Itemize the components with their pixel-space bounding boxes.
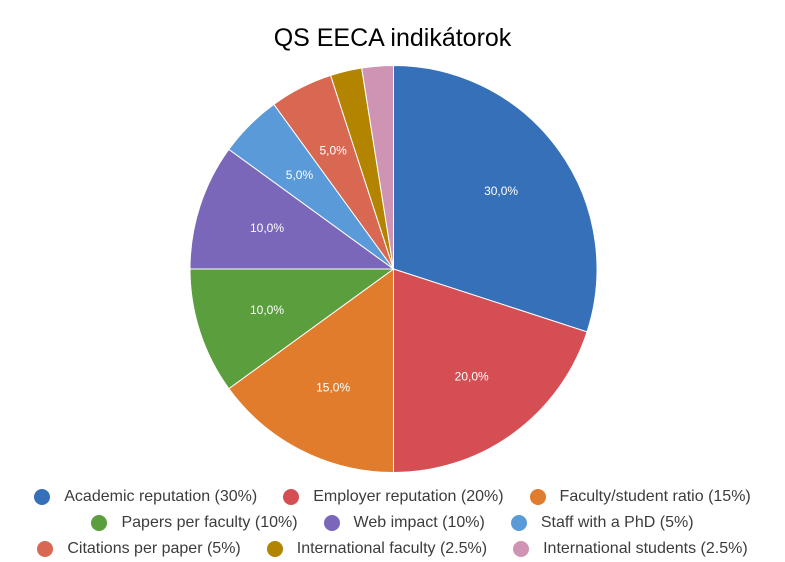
- legend-item-citations-per-paper: Citations per paper (5%): [37, 540, 241, 558]
- legend-row: Academic reputation (30%) Employer reputa…: [0, 484, 785, 510]
- legend-label: Papers per faculty (10%): [121, 514, 298, 531]
- legend-swatch-icon: [529, 489, 546, 505]
- chart-legend: Academic reputation (30%) Employer reputa…: [0, 484, 785, 562]
- slice-value-label: 30,0%: [484, 184, 518, 198]
- legend-item-faculty-student-ratio: Faculty/student ratio (15%): [529, 488, 751, 506]
- pie-chart: 30,0% 20,0% 15,0% 10,0% 10,0% 5,0% 5,0%: [189, 64, 598, 474]
- legend-label: Citations per paper (5%): [67, 540, 241, 557]
- legend-item-web-impact: Web impact (10%): [323, 514, 485, 532]
- legend-item-staff-with-a-phd: Staff with a PhD (5%): [510, 514, 694, 532]
- slice-value-label: 15,0%: [316, 381, 350, 395]
- legend-swatch-icon: [91, 515, 108, 531]
- legend-item-international-faculty: International faculty (2.5%): [266, 540, 488, 558]
- pie-slice-employer-reputation: [393, 268, 588, 474]
- legend-swatch-icon: [34, 489, 51, 505]
- legend-item-academic-reputation: Academic reputation (30%): [34, 488, 257, 506]
- legend-item-international-students: International students (2.5%): [513, 540, 748, 558]
- slice-value-label: 20,0%: [455, 370, 489, 384]
- legend-swatch-icon: [283, 489, 300, 505]
- pie-slice-international-students: [361, 64, 394, 270]
- legend-item-employer-reputation: Employer reputation (20%): [283, 488, 504, 506]
- slice-value-label: 10,0%: [250, 221, 284, 235]
- legend-row: Papers per faculty (10%) Web impact (10%)…: [0, 510, 785, 536]
- slice-value-label: 10,0%: [250, 303, 284, 317]
- legend-swatch-icon: [323, 515, 340, 531]
- slice-value-label: 5,0%: [319, 143, 347, 157]
- legend-swatch-icon: [37, 541, 54, 557]
- legend-swatch-icon: [510, 515, 527, 531]
- legend-swatch-icon: [266, 541, 283, 557]
- legend-label: Employer reputation (20%): [313, 488, 504, 505]
- legend-item-papers-per-faculty: Papers per faculty (10%): [91, 514, 298, 532]
- legend-swatch-icon: [513, 541, 530, 557]
- slice-value-label: 5,0%: [286, 168, 314, 182]
- legend-label: Academic reputation (30%): [64, 488, 258, 505]
- chart-title: QS EECA indikátorok: [273, 24, 512, 52]
- legend-row: Citations per paper (5%) International fa…: [0, 536, 785, 562]
- pie-slice-papers-per-faculty: [189, 268, 396, 390]
- pie-slice-academic-reputation: [393, 64, 598, 333]
- legend-label: International faculty (2.5%): [296, 540, 488, 557]
- legend-label: Staff with a PhD (5%): [540, 514, 694, 531]
- pie-slice-faculty-student-ratio: [228, 268, 394, 474]
- pie-slice-web-impact: [189, 148, 396, 270]
- legend-label: Faculty/student ratio (15%): [559, 488, 751, 505]
- legend-label: Web impact (10%): [353, 514, 485, 531]
- legend-label: International students (2.5%): [543, 540, 748, 557]
